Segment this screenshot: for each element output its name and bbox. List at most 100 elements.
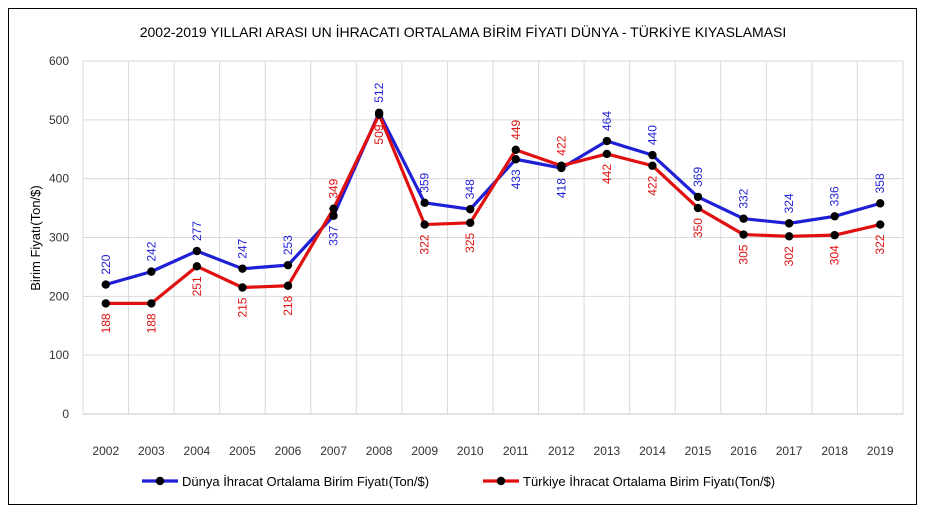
data-point bbox=[147, 299, 156, 308]
data-label: 305 bbox=[737, 244, 751, 264]
data-label: 512 bbox=[372, 82, 386, 102]
data-point bbox=[876, 199, 885, 208]
data-point bbox=[329, 211, 338, 220]
x-tick-label: 2005 bbox=[229, 444, 256, 458]
data-label: 322 bbox=[418, 234, 432, 254]
data-point bbox=[648, 150, 657, 160]
data-point bbox=[511, 145, 520, 155]
data-point bbox=[739, 230, 748, 239]
x-tick-label: 2017 bbox=[776, 444, 803, 458]
data-label: 422 bbox=[645, 175, 659, 195]
x-tick-label: 2002 bbox=[92, 444, 119, 458]
data-point bbox=[101, 299, 110, 308]
x-tick-label: 2019 bbox=[867, 444, 894, 458]
data-labels: 220 242 277 247 253 337 512 359 348 433 418 464 440 3… bbox=[99, 82, 887, 333]
data-point bbox=[192, 246, 202, 256]
data-point bbox=[192, 262, 202, 271]
data-point bbox=[283, 260, 293, 270]
data-label: 304 bbox=[828, 245, 842, 265]
data-label: 188 bbox=[99, 313, 113, 333]
data-point bbox=[420, 220, 429, 229]
legend-label: Türkiye İhracat Ortalama Birim Fiyatı(To… bbox=[523, 474, 775, 489]
data-label: 350 bbox=[691, 218, 705, 238]
data-label: 247 bbox=[235, 238, 249, 258]
data-label: 336 bbox=[828, 186, 842, 206]
data-label: 348 bbox=[463, 179, 477, 199]
data-point bbox=[602, 136, 612, 146]
data-label: 242 bbox=[144, 241, 158, 261]
x-tick-label: 2015 bbox=[685, 444, 712, 458]
data-label: 509 bbox=[372, 124, 386, 144]
data-label: 325 bbox=[463, 232, 477, 252]
data-label: 349 bbox=[327, 178, 341, 198]
legend-marker bbox=[496, 476, 506, 486]
data-label: 369 bbox=[691, 167, 705, 187]
y-tick-label: 600 bbox=[49, 54, 69, 68]
data-label: 449 bbox=[509, 119, 523, 139]
data-label: 324 bbox=[782, 193, 796, 213]
x-tick-label: 2003 bbox=[138, 444, 165, 458]
data-point bbox=[602, 149, 612, 159]
series-group bbox=[101, 108, 885, 308]
x-tick-label: 2012 bbox=[548, 444, 575, 458]
data-point bbox=[830, 230, 839, 240]
data-label: 433 bbox=[509, 169, 523, 189]
data-label: 218 bbox=[281, 295, 295, 315]
legend-marker bbox=[155, 476, 165, 486]
data-label: 422 bbox=[554, 135, 568, 155]
x-tick-label: 2008 bbox=[366, 444, 393, 458]
x-tick-label: 2018 bbox=[821, 444, 848, 458]
x-tick-label: 2009 bbox=[411, 444, 438, 458]
data-point bbox=[693, 192, 703, 202]
data-point bbox=[238, 264, 247, 273]
data-point bbox=[693, 203, 703, 213]
data-label: 277 bbox=[190, 221, 204, 241]
data-label: 442 bbox=[600, 164, 614, 184]
legend: Dünya İhracat Ortalama Birim Fiyatı(Ton/… bbox=[142, 474, 775, 489]
series-line-2 bbox=[105, 112, 881, 305]
data-point bbox=[830, 212, 839, 221]
data-label: 418 bbox=[554, 178, 568, 198]
data-point bbox=[329, 204, 338, 213]
data-point bbox=[876, 220, 885, 229]
data-point bbox=[557, 161, 566, 170]
data-label: 215 bbox=[235, 297, 249, 317]
y-axis-label: Birim Fiyatı(Ton/$) bbox=[28, 185, 43, 290]
x-tick-label: 2007 bbox=[320, 444, 347, 458]
y-tick-label: 200 bbox=[49, 289, 69, 303]
x-tick-label: 2014 bbox=[639, 444, 666, 458]
x-tick-label: 2011 bbox=[503, 444, 529, 458]
data-point bbox=[739, 214, 748, 223]
data-point bbox=[648, 161, 657, 170]
data-point bbox=[147, 267, 156, 276]
data-label: 337 bbox=[327, 225, 341, 245]
x-tick-label: 2004 bbox=[184, 444, 211, 458]
data-point bbox=[466, 205, 475, 214]
x-axis-ticks: 2002 2003 2004 2005 2006 2007 2008 2009 2010 2011… bbox=[92, 444, 893, 458]
data-label: 188 bbox=[144, 313, 158, 333]
data-label: 464 bbox=[600, 111, 614, 131]
data-label: 322 bbox=[873, 234, 887, 254]
x-tick-label: 2013 bbox=[594, 444, 621, 458]
y-tick-label: 400 bbox=[49, 172, 69, 186]
data-label: 358 bbox=[873, 173, 887, 193]
legend-label: Dünya İhracat Ortalama Birim Fiyatı(Ton/… bbox=[182, 474, 429, 489]
data-point bbox=[784, 219, 794, 228]
chart-frame bbox=[8, 8, 917, 505]
data-point bbox=[101, 280, 110, 289]
grid-lines bbox=[82, 60, 904, 415]
data-point bbox=[374, 110, 384, 119]
data-point bbox=[420, 198, 429, 207]
y-axis-ticks: 0 100 200 300 400 500 600 bbox=[49, 54, 69, 421]
data-point bbox=[283, 281, 293, 290]
x-tick-label: 2006 bbox=[275, 444, 302, 458]
x-tick-label: 2010 bbox=[457, 444, 484, 458]
data-label: 332 bbox=[737, 188, 751, 208]
data-point bbox=[511, 155, 520, 164]
y-tick-label: 100 bbox=[49, 348, 69, 362]
chart-title: 2002-2019 YILLARI ARASI UN İHRACATI ORTA… bbox=[140, 23, 787, 40]
data-label: 302 bbox=[782, 246, 796, 266]
data-label: 253 bbox=[281, 235, 295, 255]
data-point bbox=[466, 218, 475, 227]
